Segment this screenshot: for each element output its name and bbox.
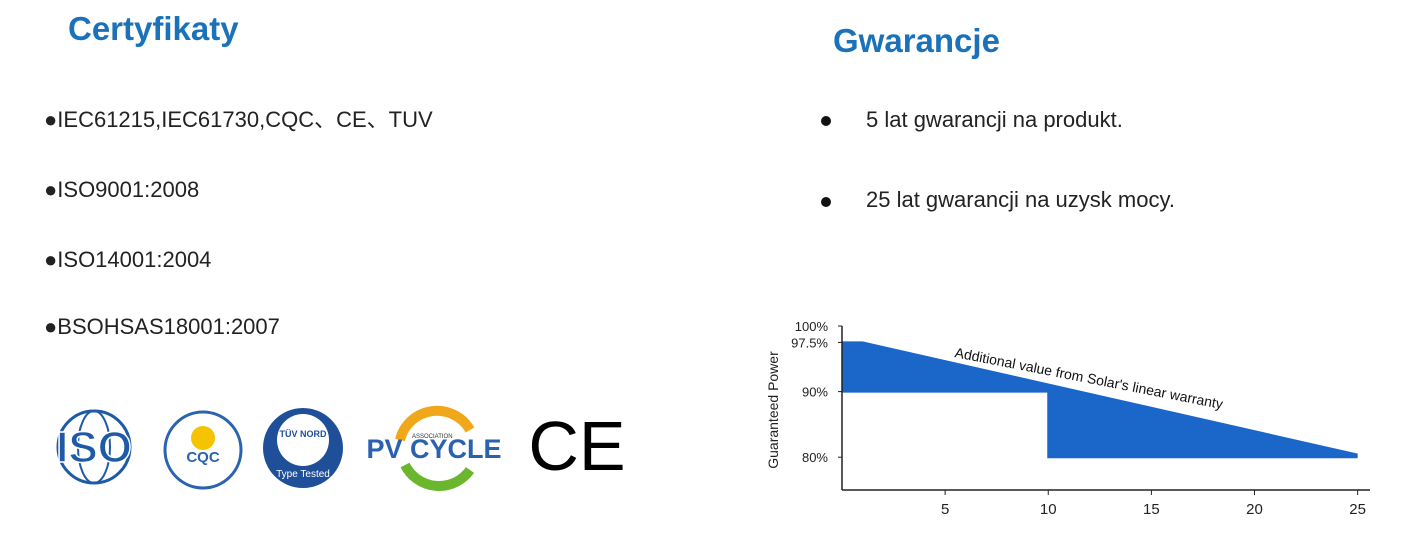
cert-item: ●ISO14001:2004 <box>44 247 212 272</box>
iso-logo: ISO <box>56 423 132 472</box>
section-title: Certyfikaty <box>68 10 239 47</box>
warranty-item: 5 lat gwarancji na produkt. <box>866 107 1123 132</box>
y-tick-label: 97.5% <box>791 335 828 350</box>
x-tick-label: 10 <box>1040 501 1057 518</box>
pv-logo: PV CYCLE <box>366 434 501 464</box>
iso-globe <box>77 410 111 484</box>
ce-logo: CE <box>528 407 625 485</box>
warranty-chart: 100%97.5% 90% 80% 5 10 15 20 25 Guaranteed Power… <box>765 319 1370 518</box>
x-tick-label: 15 <box>1143 501 1160 518</box>
logos: ISO CQC TÜV NORD Type Tested ASSOCIATION… <box>55 405 626 491</box>
area-fill <box>842 342 1358 458</box>
cert-item: ●BSOHSAS18001:2007 <box>44 314 280 339</box>
section-title: Gwarancje <box>833 22 1000 59</box>
pv-arc <box>400 462 475 491</box>
tuv-sub: Type Tested <box>276 469 330 480</box>
warranty-item: 25 lat gwarancji na uzysk mocy. <box>866 187 1175 212</box>
series-line <box>842 341 1358 456</box>
x-tick-label: 5 <box>941 501 949 518</box>
cqc-sun <box>191 426 215 450</box>
bullet <box>821 197 831 207</box>
x-tick-label: 20 <box>1246 501 1263 518</box>
y-tick-label: 90% <box>802 385 828 400</box>
pv-small: ASSOCIATION <box>412 434 453 440</box>
cqc-logo: CQC <box>186 449 220 466</box>
bullet <box>821 116 831 126</box>
tuv-logo: TÜV NORD <box>280 429 328 439</box>
tuv-inner <box>277 414 329 466</box>
y-axis-label: Guaranteed Power <box>765 351 781 469</box>
cert-item: ●IEC61215,IEC61730,CQC、CE、TUV <box>44 107 433 132</box>
cert-item: ●ISO9001:2008 <box>44 177 200 202</box>
pv-arc <box>395 405 475 442</box>
series-line <box>842 390 1358 459</box>
x-tick-label: 25 <box>1349 501 1366 518</box>
y-tick-label: 80% <box>802 450 828 465</box>
y-tick-label: 100% <box>795 319 829 334</box>
